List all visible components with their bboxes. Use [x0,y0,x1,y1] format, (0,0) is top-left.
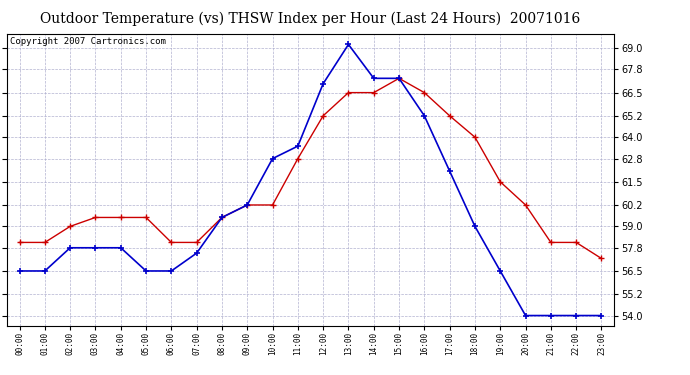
Text: Copyright 2007 Cartronics.com: Copyright 2007 Cartronics.com [10,37,166,46]
Text: Outdoor Temperature (vs) THSW Index per Hour (Last 24 Hours)  20071016: Outdoor Temperature (vs) THSW Index per … [41,11,580,26]
